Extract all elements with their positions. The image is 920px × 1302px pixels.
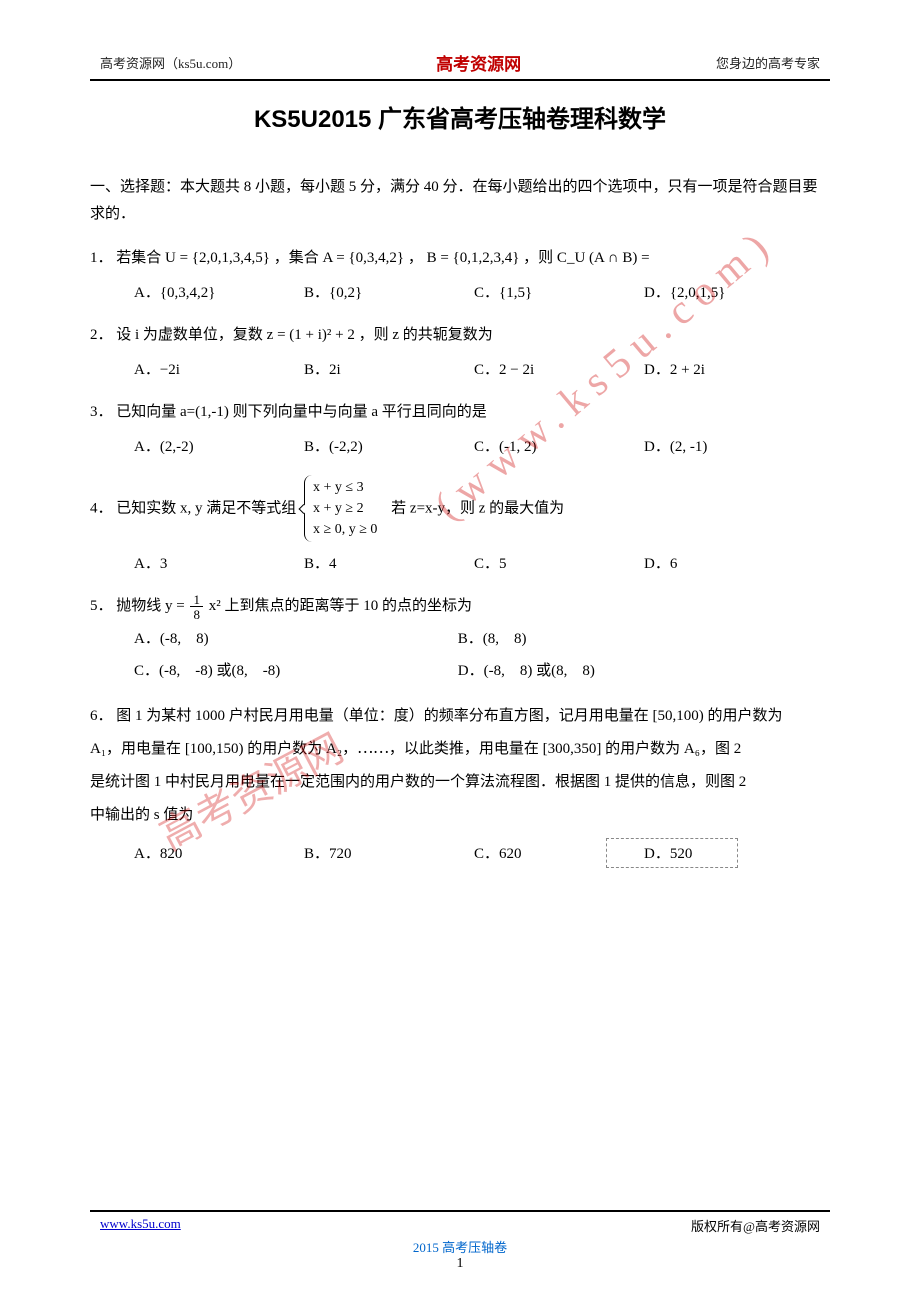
q3-opt-d: D．(2, -1) <box>644 433 804 462</box>
question-5: 5． 抛物线 y = 1 8 x² 上到焦点的距离等于 10 的点的坐标为 A．… <box>90 592 830 686</box>
page-header: 高考资源网（ks5u.com） 高考资源网 您身边的高考专家 <box>90 50 830 79</box>
q3-opt-b: B．(-2,2) <box>304 433 464 462</box>
q1-opt-c: C．{1,5} <box>474 279 634 308</box>
q4-opt-b: B．4 <box>304 550 464 579</box>
page-container: 高考资源网（ks5u.com） 高考资源网 您身边的高考专家 KS5U2015 … <box>0 0 920 871</box>
q3-options: A．(2,-2) B．(-2,2) C．(-1, 2) D．(2, -1) <box>90 433 830 462</box>
question-6: 6． 图 1 为某村 1000 户村民月用电量（单位：度）的频率分布直方图，记月… <box>90 700 830 871</box>
q2-opt-a: A．−2i <box>134 356 294 385</box>
q2-opt-d: D．2 + 2i <box>644 356 804 385</box>
q6-num: 6． <box>90 708 113 724</box>
header-rule <box>90 79 830 81</box>
q4-num: 4． <box>90 501 113 517</box>
q1-stem: 若集合 U = {2,0,1,3,4,5} ，集合 A = {0,3,4,2} … <box>116 250 649 266</box>
q6-options: A．820 B．720 C．620 D．520 <box>90 838 830 871</box>
header-right: 您身边的高考专家 <box>716 53 820 72</box>
q5-opt-b: B．(8, 8) <box>458 625 527 654</box>
q6-line1: 图 1 为某村 1000 户村民月用电量（单位：度）的频率分布直方图，记月用电量… <box>116 708 782 724</box>
q3-stem: 已知向量 a=(1,-1) 则下列向量中与向量 a 平行且同向的是 <box>116 404 487 420</box>
header-left: 高考资源网（ks5u.com） <box>100 53 241 72</box>
q6-opt-a: A．820 <box>134 838 294 871</box>
q2-num: 2． <box>90 327 113 343</box>
q3-opt-c: C．(-1, 2) <box>474 433 634 462</box>
question-1: 1． 若集合 U = {2,0,1,3,4,5} ，集合 A = {0,3,4,… <box>90 244 830 307</box>
q4-opt-c: C．5 <box>474 550 634 579</box>
q4-opt-d: D．6 <box>644 550 804 579</box>
page-footer: www.ks5u.com 版权所有@高考资源网 2015 高考压轴卷 1 <box>90 1206 830 1272</box>
q3-num: 3． <box>90 404 113 420</box>
q4-opt-a: A．3 <box>134 550 294 579</box>
q1-num: 1． <box>90 250 113 266</box>
q5-num: 5． <box>90 598 113 614</box>
q6-opt-c: C．620 <box>474 838 634 871</box>
q4-stem-post: 若 z=x-y，则 z 的最大值为 <box>391 501 564 517</box>
q1-opt-d: D．{2,0,1,5} <box>644 279 804 308</box>
q6-line4: 中输出的 s 值为 <box>90 807 193 823</box>
q4-brace-3: x ≥ 0, y ≥ 0 <box>313 519 377 540</box>
q1-options: A．{0,3,4,2} B．{0,2} C．{1,5} D．{2,0,1,5} <box>90 279 830 308</box>
brace-icon: x + y ≤ 3 x + y ≥ 2 x ≥ 0, y ≥ 0 <box>304 475 383 544</box>
q2-opt-b: B．2i <box>304 356 464 385</box>
q5-frac-d: 8 <box>190 607 203 621</box>
question-2: 2． 设 i 为虚数单位，复数 z = (1 + i)² + 2 ，则 z 的共… <box>90 321 830 384</box>
q5-stem-pre: 抛物线 y = <box>116 598 184 614</box>
q2-opt-c: C．2 − 2i <box>474 356 634 385</box>
q2-options: A．−2i B．2i C．2 − 2i D．2 + 2i <box>90 356 830 385</box>
q4-stem-pre: 已知实数 x, y 满足不等式组 <box>116 501 296 517</box>
q4-options: A．3 B．4 C．5 D．6 <box>90 550 830 579</box>
footer-link[interactable]: www.ks5u.com <box>100 1216 181 1235</box>
question-4: 4． 已知实数 x, y 满足不等式组 x + y ≤ 3 x + y ≥ 2 … <box>90 475 830 578</box>
q2-stem: 设 i 为虚数单位，复数 z = (1 + i)² + 2 ，则 z 的共轭复数… <box>116 327 493 343</box>
footer-copyright: 版权所有@高考资源网 <box>691 1216 820 1235</box>
q5-opt-d: D．(-8, 8) 或(8, 8) <box>458 657 595 686</box>
header-logo-text: 高考资源网 <box>436 50 521 75</box>
q6-opt-b: B．720 <box>304 838 464 871</box>
q1-opt-b: B．{0,2} <box>304 279 464 308</box>
fraction-icon: 1 8 <box>190 593 203 621</box>
q1-opt-a: A．{0,3,4,2} <box>134 279 294 308</box>
q5-opt-c: C．(-8, -8) 或(8, -8) <box>134 657 454 686</box>
footer-page-number: 1 <box>90 1256 830 1272</box>
question-3: 3． 已知向量 a=(1,-1) 则下列向量中与向量 a 平行且同向的是 A．(… <box>90 398 830 461</box>
q5-frac-n: 1 <box>190 593 203 607</box>
q5-stem-post: x² 上到焦点的距离等于 10 的点的坐标为 <box>209 598 472 614</box>
document-title: KS5U2015 广东省高考压轴卷理科数学 <box>90 99 830 134</box>
q5-opt-a: A．(-8, 8) <box>134 625 454 654</box>
q4-brace-1: x + y ≤ 3 <box>313 477 377 498</box>
q6-opt-d: D．520 <box>644 838 804 871</box>
q5-options: A．(-8, 8) B．(8, 8) C．(-8, -8) 或(8, -8) D… <box>90 625 830 686</box>
q3-opt-a: A．(2,-2) <box>134 433 294 462</box>
footer-center: 2015 高考压轴卷 <box>90 1237 830 1256</box>
q6-line2: A₁，用电量在 [100,150) 的用户数为 A₂，⋯⋯，以此类推，用电量在 … <box>90 741 741 757</box>
section-intro: 一、选择题：本大题共 8 小题，每小题 5 分，满分 40 分．在每小题给出的四… <box>90 174 830 228</box>
q6-line3: 是统计图 1 中村民月用电量在一定范围内的用户数的一个算法流程图．根据图 1 提… <box>90 774 746 790</box>
q4-brace-2: x + y ≥ 2 <box>313 498 377 519</box>
